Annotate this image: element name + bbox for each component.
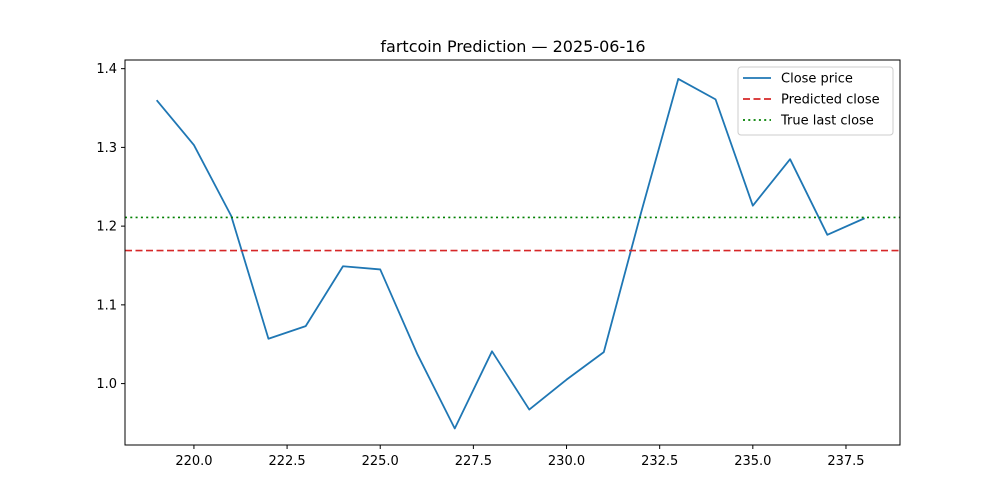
close-price-point bbox=[155, 99, 157, 101]
close-price-point bbox=[193, 144, 195, 146]
x-tick-label: 230.0 bbox=[548, 454, 585, 469]
close-price-point bbox=[416, 353, 418, 355]
y-tick-label: 1.0 bbox=[96, 377, 117, 392]
y-axis: 1.0 1.1 1.2 1.3 1.4 bbox=[96, 62, 125, 392]
close-price-point bbox=[528, 408, 530, 410]
close-price-point bbox=[640, 212, 642, 214]
close-price-point bbox=[714, 98, 716, 100]
y-tick-label: 1.4 bbox=[96, 62, 117, 77]
close-price-point bbox=[789, 158, 791, 160]
legend: Close price Predicted close True last clos… bbox=[737, 66, 894, 136]
close-price-point bbox=[454, 427, 456, 429]
close-price-point bbox=[491, 350, 493, 352]
close-price-point bbox=[305, 325, 307, 327]
close-price-point bbox=[603, 351, 605, 353]
y-tick-label: 1.1 bbox=[96, 298, 117, 313]
x-tick-label: 220.0 bbox=[175, 454, 212, 469]
x-tick-label: 222.5 bbox=[268, 454, 305, 469]
close-price-line bbox=[155, 78, 865, 430]
legend-entry: Close price bbox=[781, 72, 853, 87]
x-tick-label: 237.5 bbox=[827, 454, 864, 469]
axes-frame bbox=[124, 59, 901, 446]
close-price-point bbox=[565, 378, 567, 380]
x-axis: 220.0 222.5 225.0 227.5 230.0 232.5 235.0 237.5 bbox=[175, 445, 865, 469]
close-price-point bbox=[826, 234, 828, 236]
legend-entry: True last close bbox=[780, 114, 874, 129]
close-price-point bbox=[267, 338, 269, 340]
x-tick-label: 232.5 bbox=[641, 454, 678, 469]
y-tick-label: 1.2 bbox=[96, 220, 117, 235]
legend-entry: Predicted close bbox=[781, 93, 880, 108]
close-price-point bbox=[342, 265, 344, 267]
x-tick-label: 227.5 bbox=[455, 454, 492, 469]
x-tick-label: 235.0 bbox=[734, 454, 771, 469]
plot-area bbox=[125, 78, 900, 430]
close-price-point bbox=[677, 78, 679, 80]
chart-title: fartcoin Prediction — 2025-06-16 bbox=[380, 37, 645, 56]
legend-box bbox=[737, 66, 894, 136]
close-price-point bbox=[863, 217, 865, 219]
x-tick-label: 225.0 bbox=[362, 454, 399, 469]
close-price-point bbox=[379, 268, 381, 270]
close-price-point bbox=[752, 204, 754, 206]
y-tick-label: 1.3 bbox=[96, 141, 117, 156]
